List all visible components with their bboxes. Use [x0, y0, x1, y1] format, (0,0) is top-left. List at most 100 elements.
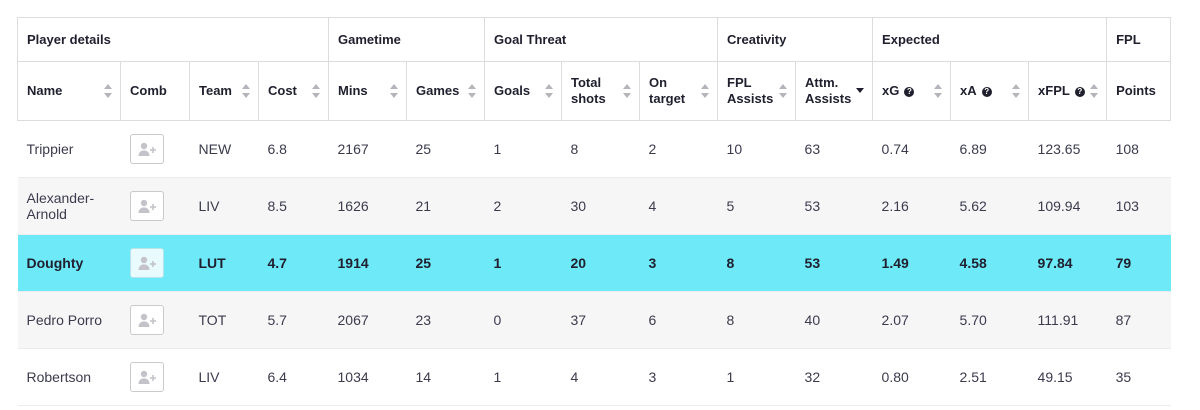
cell-xa: 5.70	[950, 291, 1029, 349]
sort-arrows-icon	[312, 84, 321, 98]
cell-team: TOT	[189, 291, 259, 349]
cell-mins: 2167	[337, 141, 369, 157]
cell-fpl-assists: 10	[726, 141, 743, 157]
cell-attm-assists: 32	[804, 369, 821, 385]
cell-fpl-assists: 5	[717, 177, 796, 235]
cell-total-shots: 4	[570, 369, 579, 385]
cell-xfpl: 97.84	[1028, 234, 1107, 292]
col-header-team[interactable]: Team	[189, 61, 259, 121]
sort-arrows-icon	[545, 84, 554, 98]
cell-games: 21	[406, 177, 485, 235]
col-label-cost: Cost	[268, 83, 297, 98]
cell-xg: 2.07	[872, 291, 951, 349]
table-row[interactable]: Alexander-Arnold LIV 8.5 1626 21 2 30 4 5 53 2.16 5…	[17, 177, 1171, 235]
col-header-xg[interactable]: xG?	[872, 61, 952, 121]
cell-total-shots: 37	[561, 291, 640, 349]
col-header-xfpl[interactable]: xFPL?	[1028, 61, 1108, 121]
table-row[interactable]: Trippier NEW 6.8 2167 25 1 8 2 10 63 0.74 6.89 123.6…	[17, 121, 1171, 178]
sort-arrows-icon	[242, 84, 250, 98]
col-header-total-shots[interactable]: Total shots	[561, 61, 641, 121]
cell-xg: 1.49	[872, 234, 951, 292]
help-icon[interactable]: ?	[904, 87, 915, 97]
cell-fpl-assists: 8	[717, 234, 796, 292]
cell-games: 14	[415, 369, 432, 385]
col-header-comb: Comb	[120, 61, 190, 121]
cell-cost: 8.5	[258, 177, 329, 235]
table-row[interactable]: Pedro Porro TOT 5.7 2067 23 0 37 6 8 40 2.07 5.70 11…	[17, 291, 1171, 349]
cell-on-target: 4	[639, 177, 718, 235]
add-player-button[interactable]	[129, 248, 164, 278]
cell-points: 87	[1106, 291, 1171, 349]
col-label-total-shots: Total shots	[571, 75, 606, 106]
help-icon[interactable]: ?	[981, 87, 992, 97]
add-to-comparison-icon	[138, 256, 156, 270]
cell-xg: 2.16	[872, 177, 951, 235]
add-player-button[interactable]	[129, 362, 164, 392]
table-row[interactable]: Robertson LIV 6.4 1034 14 1 4 3 1 32 0.80 2.51 49.15…	[17, 349, 1171, 406]
cell-team: LIV	[189, 177, 259, 235]
cell-goals: 1	[493, 369, 502, 385]
cell-total-shots: 20	[561, 234, 640, 292]
add-player-button[interactable]	[129, 191, 164, 221]
cell-attm-assists: 40	[795, 291, 873, 349]
col-header-cost[interactable]: Cost	[257, 61, 330, 121]
cell-cost: 6.8	[267, 141, 287, 157]
col-label-games: Games	[416, 83, 460, 98]
add-player-button[interactable]	[129, 305, 164, 335]
add-to-comparison-icon	[138, 142, 156, 156]
col-label-attm-assists: Attm. Assists	[805, 75, 852, 106]
col-label-xg: xG	[882, 83, 900, 98]
col-header-attm-assists[interactable]: Attm. Assists	[795, 61, 874, 121]
cell-xfpl: 123.65	[1037, 141, 1081, 157]
cell-on-target: 6	[639, 291, 718, 349]
cell-xa: 5.62	[950, 177, 1029, 235]
cell-cost: 6.4	[267, 369, 287, 385]
cell-xfpl: 49.15	[1037, 369, 1073, 385]
cell-name: Alexander-Arnold	[17, 177, 121, 235]
cell-team: NEW	[198, 141, 232, 157]
cell-name: Trippier	[26, 141, 74, 157]
sort-arrows-icon	[390, 84, 399, 98]
cell-fpl-assists: 8	[717, 291, 796, 349]
group-creativity: Creativity	[717, 17, 874, 62]
sort-descending-icon	[856, 84, 865, 98]
help-icon[interactable]: ?	[1074, 87, 1085, 97]
cell-points: 79	[1106, 234, 1171, 292]
cell-mins: 1626	[328, 177, 407, 235]
table-row[interactable]: Doughty LUT 4.7 1914 25 1 20 3 8 53 1.49 4.58 97.84 7…	[17, 234, 1171, 292]
sort-arrows-icon	[701, 84, 710, 98]
cell-name: Robertson	[26, 369, 92, 385]
cell-comb	[120, 291, 190, 349]
cell-goals: 0	[484, 291, 562, 349]
col-header-points[interactable]: Points	[1106, 61, 1172, 121]
cell-cost: 5.7	[258, 291, 329, 349]
cell-total-shots: 30	[561, 177, 640, 235]
col-label-on-target: On target	[649, 75, 686, 106]
group-expected: Expected	[872, 17, 1108, 62]
player-stats-table-container: Player details Gametime Goal Threat Crea…	[16, 17, 1172, 406]
col-label-xa: xA	[960, 83, 977, 98]
col-header-fpl-assists[interactable]: FPL Assists	[717, 61, 797, 121]
col-header-goals[interactable]: Goals	[484, 61, 563, 121]
col-header-mins[interactable]: Mins	[328, 61, 408, 121]
cell-name: Pedro Porro	[17, 291, 121, 349]
cell-goals: 1	[493, 141, 502, 157]
group-goal-threat: Goal Threat	[484, 17, 719, 62]
sort-arrows-icon	[1012, 84, 1021, 98]
col-header-name[interactable]: Name	[17, 61, 121, 121]
cell-games: 23	[406, 291, 485, 349]
cell-comb	[120, 177, 190, 235]
col-header-on-target[interactable]: On target	[639, 61, 719, 121]
cell-fpl-assists: 1	[726, 369, 735, 385]
sort-arrows-icon	[934, 84, 943, 98]
col-header-games[interactable]: Games	[406, 61, 486, 121]
col-label-mins: Mins	[338, 83, 368, 98]
cell-games: 25	[406, 234, 485, 292]
group-gametime: Gametime	[328, 17, 486, 62]
cell-xg: 0.80	[881, 369, 909, 385]
cell-comb	[121, 121, 190, 178]
cell-cost: 4.7	[258, 234, 329, 292]
col-header-xa[interactable]: xA?	[950, 61, 1030, 121]
sort-arrows-icon	[1090, 84, 1099, 98]
add-player-button[interactable]	[129, 134, 164, 164]
